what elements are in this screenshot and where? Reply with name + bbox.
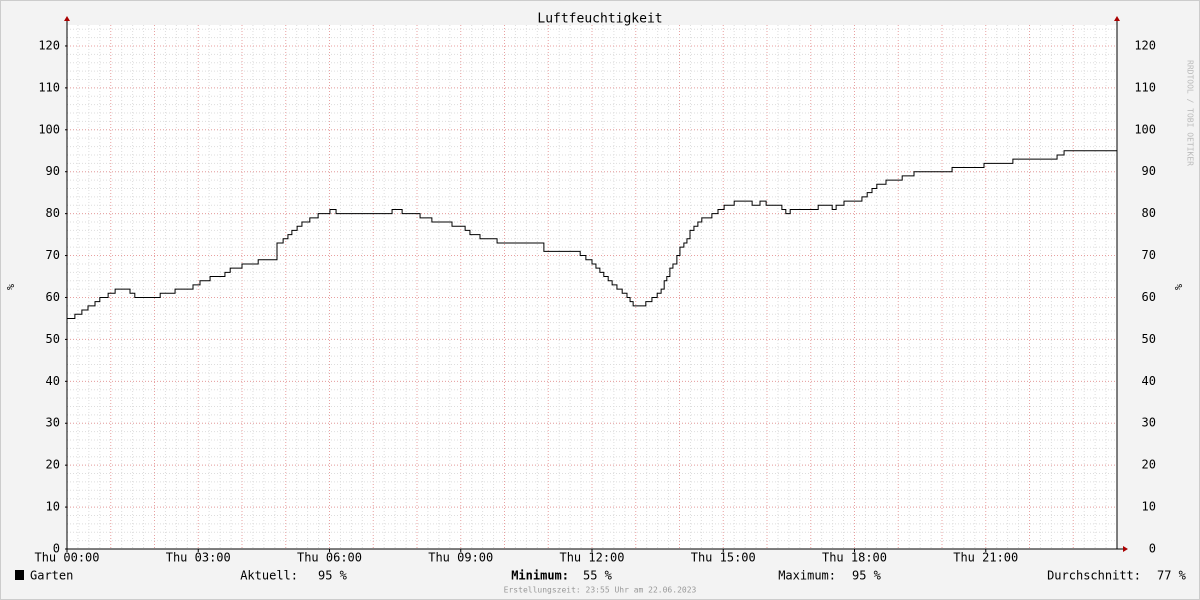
y2-tick-label: 110 [1134,80,1156,94]
stat-label: Minimum: [511,569,569,583]
y2-tick-label: 70 [1142,248,1156,262]
y2-tick-label: 60 [1142,290,1156,304]
stat-value: 55 % [583,569,613,583]
stat-label: Maximum: [778,569,836,583]
y-tick-label: 90 [46,164,60,178]
y2-tick-label: 80 [1142,206,1156,220]
y-tick-label: 110 [38,80,60,94]
y2-tick-label: 90 [1142,164,1156,178]
stat-label: Aktuell: [240,569,298,583]
watermark: RRDTOOL / TOBI OETIKER [1186,60,1195,166]
axis-arrow [64,16,70,21]
y-axis-label: % [4,284,15,290]
stat-value: 77 % [1157,569,1187,583]
y2-tick-label: 20 [1142,458,1156,472]
stat-label: Durchschnitt: [1047,569,1141,583]
stat-value: 95 % [318,569,348,583]
x-tick-label: Thu 00:00 [34,551,99,565]
y-tick-label: 0 [53,542,60,556]
axis-arrow [1123,546,1128,552]
x-tick-label: Thu 06:00 [297,551,362,565]
y-tick-label: 50 [46,332,60,346]
x-tick-label: Thu 12:00 [559,551,624,565]
y2-tick-label: 120 [1134,38,1156,52]
y-tick-label: 80 [46,206,60,220]
chart-title: Luftfeuchtigkeit [537,12,662,27]
y-tick-label: 40 [46,374,60,388]
y2-tick-label: 30 [1142,416,1156,430]
y2-tick-label: 100 [1134,122,1156,136]
y2-tick-label: 10 [1142,500,1156,514]
y2-tick-label: 40 [1142,374,1156,388]
y-tick-label: 100 [38,122,60,136]
stat-value: 95 % [852,569,882,583]
footer: Erstellungszeit: 23:55 Uhr am 22.06.2023 [504,586,697,595]
y2-tick-label: 50 [1142,332,1156,346]
y-tick-label: 20 [46,458,60,472]
y-tick-label: 70 [46,248,60,262]
x-tick-label: Thu 21:00 [953,551,1018,565]
x-tick-label: Thu 15:00 [691,551,756,565]
x-tick-label: Thu 09:00 [428,551,493,565]
y-tick-label: 60 [46,290,60,304]
y-tick-label: 30 [46,416,60,430]
y2-axis-label: % [1172,284,1183,290]
y-tick-label: 120 [38,38,60,52]
y2-tick-label: 0 [1149,542,1156,556]
data-line [67,150,1117,319]
axis-arrow [1114,16,1120,21]
legend-swatch [15,570,24,580]
y-tick-label: 10 [46,500,60,514]
legend-label: Garten [30,569,73,583]
x-tick-label: Thu 18:00 [822,551,887,565]
x-tick-label: Thu 03:00 [166,551,231,565]
